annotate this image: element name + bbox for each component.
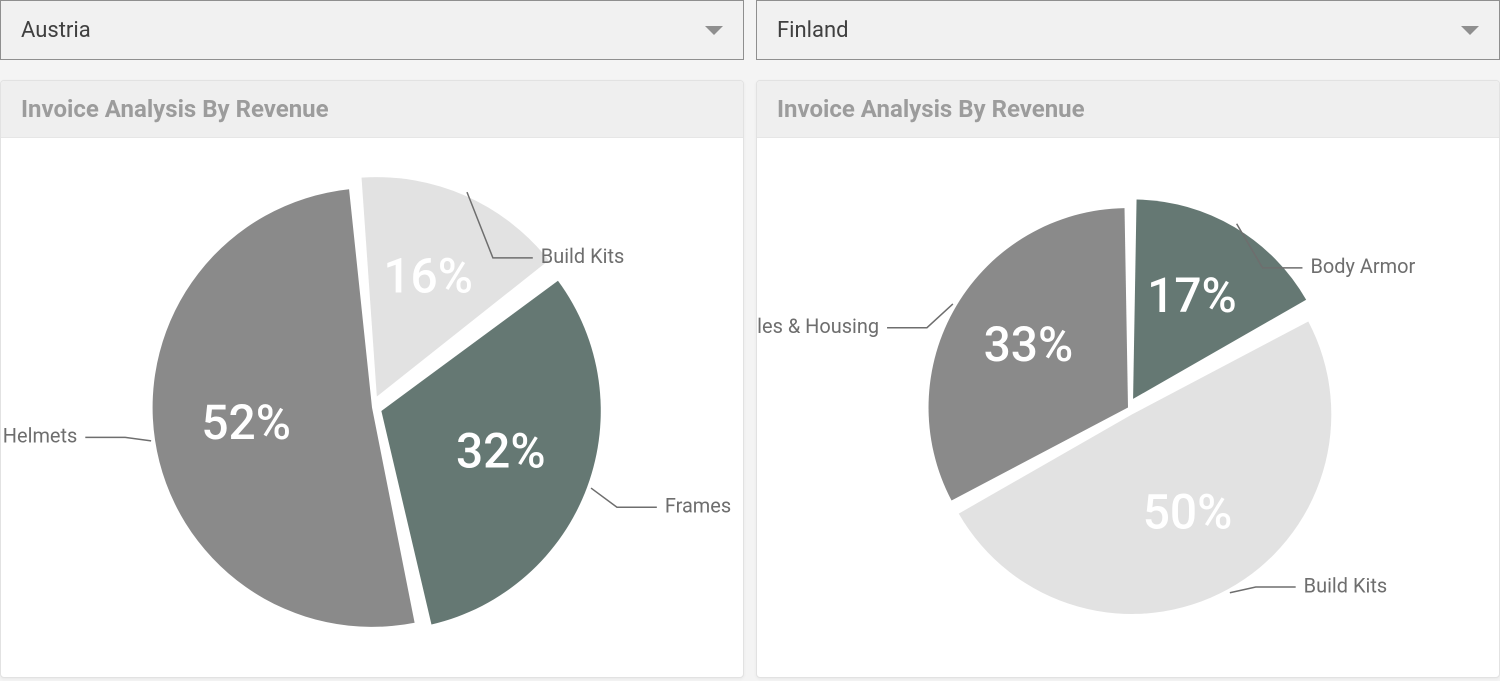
pie-slice-pct: 50% (1143, 485, 1233, 541)
pie-callout-line (85, 437, 151, 440)
pie-chart-left: 16% Build Kits 32% Frames 52% Helmets (1, 138, 743, 677)
pie-slice-label: Build Kits (1304, 574, 1387, 597)
pie-chart-right: 17% Body Armor 50% Build Kits 33% Cables & Ho… (757, 138, 1499, 677)
chevron-down-icon (1461, 26, 1479, 35)
card-left-header: Invoice Analysis By Revenue (1, 81, 743, 138)
card-left-title: Invoice Analysis By Revenue (21, 95, 723, 123)
pie-slice-pct: 52% (201, 395, 291, 451)
pie-callout-line (887, 304, 953, 328)
chevron-down-icon (705, 26, 723, 35)
country-select-left-value: Austria (21, 18, 91, 43)
pie-slice-label: Body Armor (1310, 255, 1415, 278)
pie-callout-line (1230, 587, 1296, 593)
pie-callout-line (591, 488, 657, 507)
panel-right: Finland Invoice Analysis By Revenue 17% B… (756, 0, 1500, 678)
pie-slice-pct: 17% (1147, 268, 1237, 324)
pie-slice-pct: 32% (456, 424, 546, 480)
card-right-body: 17% Body Armor 50% Build Kits 33% Cables & Ho… (757, 138, 1499, 677)
pie-slice-label: Helmets (3, 425, 78, 448)
country-select-right[interactable]: Finland (756, 0, 1500, 60)
pie-slice-label: Cables & Housing (757, 315, 879, 338)
card-left-body: 16% Build Kits 32% Frames 52% Helmets (1, 138, 743, 677)
country-select-left[interactable]: Austria (0, 0, 744, 60)
pie-slice-label: Frames (665, 494, 731, 517)
pie-slice-pct: 33% (984, 317, 1074, 373)
pie-slice-label: Build Kits (541, 245, 624, 268)
dashboard-grid: Austria Invoice Analysis By Revenue 16% B… (0, 0, 1500, 678)
card-right-header: Invoice Analysis By Revenue (757, 81, 1499, 138)
card-right-title: Invoice Analysis By Revenue (777, 95, 1479, 123)
panel-left: Austria Invoice Analysis By Revenue 16% B… (0, 0, 744, 678)
card-right: Invoice Analysis By Revenue 17% Body Armo… (756, 80, 1500, 678)
country-select-right-value: Finland (777, 18, 849, 43)
pie-slice-pct: 16% (383, 249, 473, 305)
card-left: Invoice Analysis By Revenue 16% Build Kit… (0, 80, 744, 678)
